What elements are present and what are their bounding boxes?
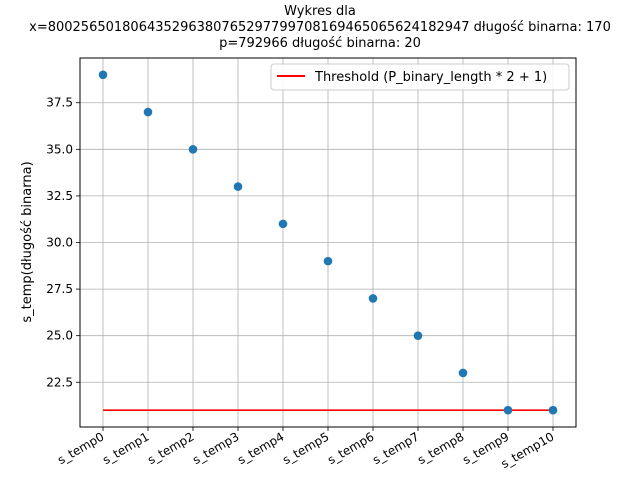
data-point (323, 256, 333, 266)
data-point (458, 368, 468, 378)
legend: Threshold (P_binary_length * 2 + 1) (270, 63, 570, 91)
x-tick-label: s_temp2 (145, 429, 196, 467)
chart-title-line-1: Wykres dla (284, 4, 356, 19)
x-tick-label: s_temp8 (415, 429, 466, 467)
data-point (368, 294, 378, 303)
x-tick-label: s_temp1 (100, 429, 151, 467)
y-axis: 22.5 25.0 27.5 30.0 32.5 35.0 37.5 (46, 96, 80, 389)
y-tick-label: 25.0 (46, 329, 73, 343)
data-point (233, 182, 243, 191)
y-tick-label: 32.5 (46, 189, 73, 203)
data-point (278, 219, 288, 229)
data-points (98, 70, 558, 415)
x-tick-label: s_temp4 (235, 429, 286, 467)
y-tick-label: 22.5 (46, 375, 73, 389)
x-tick-label: s_temp5 (280, 429, 331, 467)
x-tick-label: s_temp0 (55, 429, 106, 467)
x-tick-label: s_temp7 (370, 429, 421, 467)
chart-title-line-2: x=80025650180643529638076529779970816946… (29, 20, 611, 35)
y-axis-label: s_temp(długość binarna) (20, 161, 35, 322)
x-tick-label: s_temp6 (325, 429, 376, 467)
y-tick-label: 37.5 (46, 96, 73, 110)
y-tick-label: 35.0 (46, 142, 73, 156)
data-point (413, 331, 423, 340)
data-point (548, 405, 558, 415)
x-axis: s_temp0s_temp1s_temp2s_temp3s_temp4s_tem… (55, 427, 557, 471)
data-point (503, 405, 513, 415)
data-point (188, 145, 198, 154)
y-tick-label: 30.0 (46, 236, 73, 250)
chart-title-line-3: p=792966 długość binarna: 20 (219, 36, 421, 51)
data-point (98, 70, 108, 80)
y-tick-label: 27.5 (46, 282, 73, 296)
data-point (143, 107, 153, 117)
grid (80, 58, 576, 427)
legend-box (270, 63, 570, 91)
x-tick-label: s_temp3 (190, 429, 241, 467)
legend-threshold-label: Threshold (P_binary_length * 2 + 1) (314, 70, 547, 85)
